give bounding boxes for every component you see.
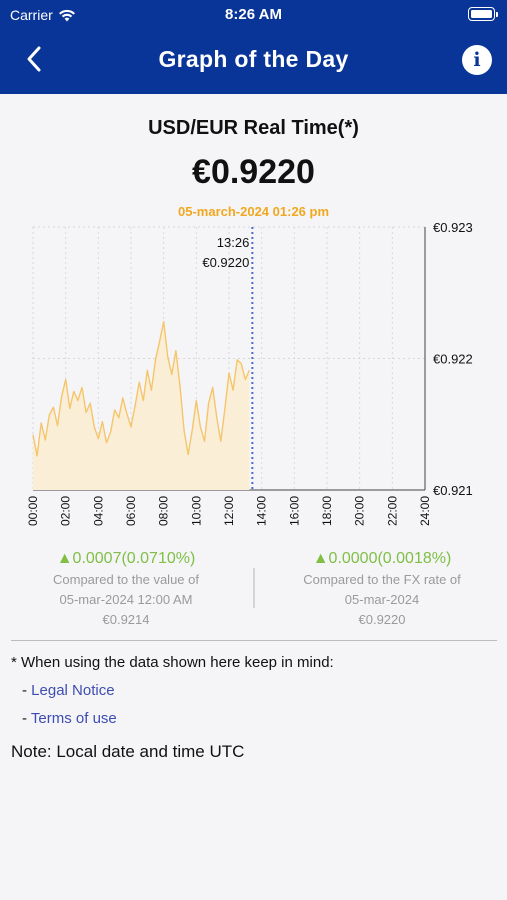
terms-of-use-prefix: - — [22, 710, 31, 727]
data-notice: * When using the data shown here keep in… — [11, 654, 334, 671]
comparison-midnight-delta: ▲0.0007(0.0710%) — [56, 550, 196, 567]
x-tick-label: 22:00 — [385, 496, 399, 526]
timezone-note: Note: Local date and time UTC — [11, 742, 245, 761]
x-tick-label: 10:00 — [189, 496, 203, 526]
x-tick-label: 14:00 — [255, 496, 269, 526]
x-tick-label: 12:00 — [222, 496, 236, 526]
comparison-fx-date: 05-mar-2024 — [344, 592, 420, 607]
battery-icon — [468, 7, 498, 21]
info-icon: i — [473, 49, 481, 71]
comparison-midnight-caption: Compared to the value of — [53, 572, 199, 587]
y-tick-label: €0.923 — [433, 220, 473, 235]
price-line — [32, 321, 251, 457]
section-divider — [11, 640, 497, 641]
current-price: €0.9220 — [192, 153, 315, 191]
comparison-fx-caption: Compared to the FX rate of — [303, 572, 461, 587]
legal-notice-row: - Legal Notice — [22, 682, 115, 699]
x-tick-label: 04:00 — [91, 496, 105, 526]
x-tick-label: 00:00 — [26, 496, 40, 526]
comparison-divider — [253, 568, 255, 608]
comparison-fx-rate: ▲0.0000(0.0018%) Compared to the FX rate… — [267, 548, 497, 630]
comparison-fx-delta: ▲0.0000(0.0018%) — [312, 550, 452, 567]
rate-chart[interactable]: 13:26 €0.9220 €0.923 €0.922 €0.921 00:00 02… — [0, 218, 507, 548]
currency-pair-title: USD/EUR Real Time(*) — [148, 117, 359, 139]
x-tick-label: 18:00 — [320, 496, 334, 526]
info-button[interactable]: i — [462, 45, 492, 75]
y-axis-labels: €0.923 €0.922 €0.921 — [433, 220, 473, 498]
x-tick-label: 06:00 — [124, 496, 138, 526]
carrier-label: Carrier — [10, 7, 53, 23]
wifi-icon — [58, 9, 75, 21]
back-button[interactable] — [22, 44, 50, 74]
x-axis-labels: 00:00 02:00 04:00 06:00 08:00 10:00 12:00 14:00… — [26, 496, 432, 526]
app-header: Carrier 8:26 AM Graph of the Day i — [0, 0, 507, 94]
legal-notice-link[interactable]: Legal Notice — [31, 682, 115, 699]
x-tick-label: 24:00 — [418, 496, 432, 526]
cursor-value-label: €0.9220 — [202, 255, 249, 270]
price-area — [33, 321, 250, 490]
cursor-time-label: 13:26 — [217, 235, 250, 250]
carrier-indicator: Carrier — [10, 7, 76, 23]
y-tick-label: €0.922 — [433, 352, 473, 367]
status-time: 8:26 AM — [225, 6, 282, 23]
x-tick-label: 16:00 — [287, 496, 301, 526]
legal-notice-prefix: - — [22, 682, 32, 699]
chevron-left-icon — [27, 46, 41, 72]
comparison-fx-value: €0.9220 — [358, 612, 406, 627]
x-tick-label: 02:00 — [59, 496, 73, 526]
terms-of-use-row: - Terms of use — [22, 710, 117, 727]
x-tick-label: 08:00 — [157, 496, 171, 526]
status-bar: Carrier 8:26 AM — [0, 0, 507, 30]
page-title: Graph of the Day — [158, 46, 349, 72]
terms-of-use-link[interactable]: Terms of use — [30, 710, 117, 727]
quote-datetime: 05-march-2024 01:26 pm — [177, 204, 330, 219]
comparison-midnight: ▲0.0007(0.0710%) Compared to the value o… — [11, 548, 241, 630]
x-tick-label: 20:00 — [353, 496, 367, 526]
y-tick-label: €0.921 — [433, 483, 473, 498]
comparison-midnight-date: 05-mar-2024 12:00 AM — [59, 592, 193, 607]
comparison-midnight-value: €0.9214 — [102, 612, 150, 627]
